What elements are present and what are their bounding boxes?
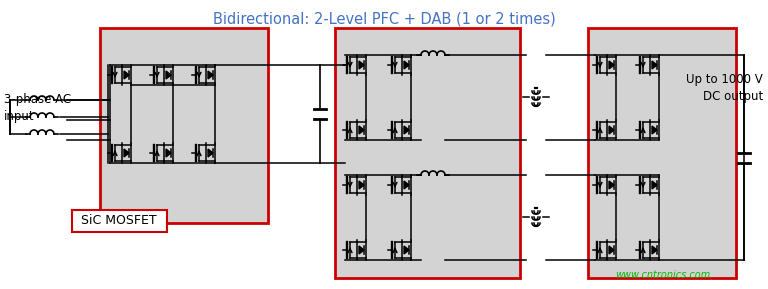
Polygon shape [166, 71, 171, 79]
Text: Up to 1000 V
DC output: Up to 1000 V DC output [687, 73, 763, 103]
Text: 3-phase AC
input: 3-phase AC input [4, 93, 71, 123]
Polygon shape [208, 71, 213, 79]
Polygon shape [359, 61, 364, 69]
Polygon shape [652, 126, 657, 134]
Text: www.cntronics.com: www.cntronics.com [615, 270, 710, 280]
Polygon shape [652, 181, 657, 189]
Polygon shape [359, 181, 364, 189]
Polygon shape [166, 149, 171, 157]
Polygon shape [359, 246, 364, 254]
Polygon shape [124, 149, 129, 157]
Text: SiC MOSFET: SiC MOSFET [81, 214, 157, 227]
Polygon shape [404, 246, 409, 254]
Polygon shape [609, 181, 614, 189]
Polygon shape [404, 126, 409, 134]
Polygon shape [609, 61, 614, 69]
Polygon shape [652, 61, 657, 69]
Polygon shape [404, 61, 409, 69]
Text: Bidirectional: 2-Level PFC + DAB (1 or 2 times): Bidirectional: 2-Level PFC + DAB (1 or 2… [213, 12, 555, 27]
Bar [335, 28, 520, 278]
Bar [588, 28, 736, 278]
Polygon shape [208, 149, 213, 157]
Polygon shape [652, 246, 657, 254]
Bar [100, 28, 268, 223]
Polygon shape [404, 181, 409, 189]
Polygon shape [609, 246, 614, 254]
Polygon shape [359, 126, 364, 134]
Polygon shape [124, 71, 129, 79]
Polygon shape [609, 126, 614, 134]
Bar [72, 210, 167, 232]
